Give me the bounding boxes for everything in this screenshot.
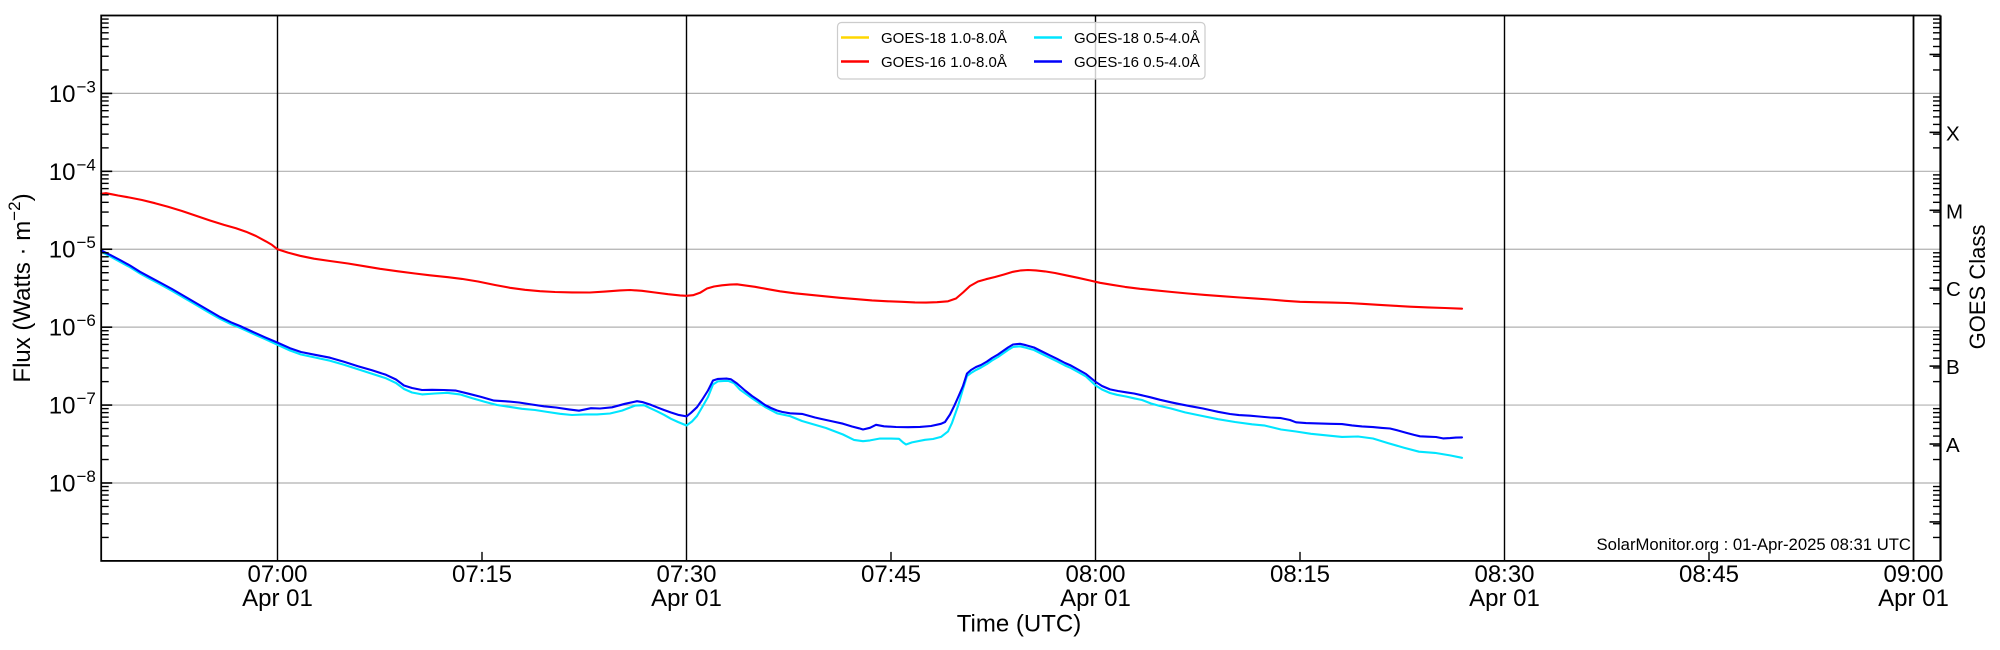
svg-text:Apr 01: Apr 01 xyxy=(242,585,313,612)
svg-text:−5: −5 xyxy=(77,233,96,252)
svg-text:10: 10 xyxy=(49,393,76,420)
svg-text:08:00: 08:00 xyxy=(1065,561,1125,588)
svg-text:M: M xyxy=(1946,200,1963,223)
svg-text:−3: −3 xyxy=(77,77,96,96)
svg-text:Apr 01: Apr 01 xyxy=(1469,585,1540,612)
svg-text:GOES-18 0.5-4.0Å: GOES-18 0.5-4.0Å xyxy=(1074,30,1200,47)
svg-text:10: 10 xyxy=(49,159,76,186)
svg-text:−7: −7 xyxy=(77,389,96,408)
svg-text:07:30: 07:30 xyxy=(656,561,716,588)
svg-text:08:30: 08:30 xyxy=(1474,561,1534,588)
svg-text:09:00: 09:00 xyxy=(1883,561,1943,588)
svg-text:08:15: 08:15 xyxy=(1270,561,1330,588)
svg-text:08:45: 08:45 xyxy=(1679,561,1739,588)
svg-text:−4: −4 xyxy=(77,155,96,174)
svg-text:B: B xyxy=(1946,356,1960,379)
svg-text:X: X xyxy=(1946,122,1960,145)
svg-text:07:45: 07:45 xyxy=(861,561,921,588)
svg-text:10: 10 xyxy=(49,81,76,108)
svg-text:GOES Class: GOES Class xyxy=(1965,225,1990,350)
svg-text:GOES-18 1.0-8.0Å: GOES-18 1.0-8.0Å xyxy=(881,30,1007,47)
svg-text:10: 10 xyxy=(49,471,76,498)
svg-text:SolarMonitor.org : 01-Apr-2025: SolarMonitor.org : 01-Apr-2025 08:31 UTC xyxy=(1597,535,1911,554)
svg-text:−8: −8 xyxy=(77,467,96,486)
svg-text:07:00: 07:00 xyxy=(247,561,307,588)
svg-text:−6: −6 xyxy=(77,311,96,330)
svg-text:Time (UTC): Time (UTC) xyxy=(957,611,1081,638)
svg-text:Flux (Watts · m−2): Flux (Watts · m−2) xyxy=(5,193,36,382)
svg-text:GOES-16 0.5-4.0Å: GOES-16 0.5-4.0Å xyxy=(1074,54,1200,71)
svg-text:Apr 01: Apr 01 xyxy=(1878,585,1949,612)
svg-text:07:15: 07:15 xyxy=(452,561,512,588)
svg-text:GOES-16 1.0-8.0Å: GOES-16 1.0-8.0Å xyxy=(881,54,1007,71)
svg-text:Apr 01: Apr 01 xyxy=(651,585,722,612)
svg-text:A: A xyxy=(1946,434,1960,457)
svg-text:10: 10 xyxy=(49,237,76,264)
svg-text:C: C xyxy=(1946,278,1961,301)
svg-text:Apr 01: Apr 01 xyxy=(1060,585,1131,612)
svg-text:10: 10 xyxy=(49,315,76,342)
